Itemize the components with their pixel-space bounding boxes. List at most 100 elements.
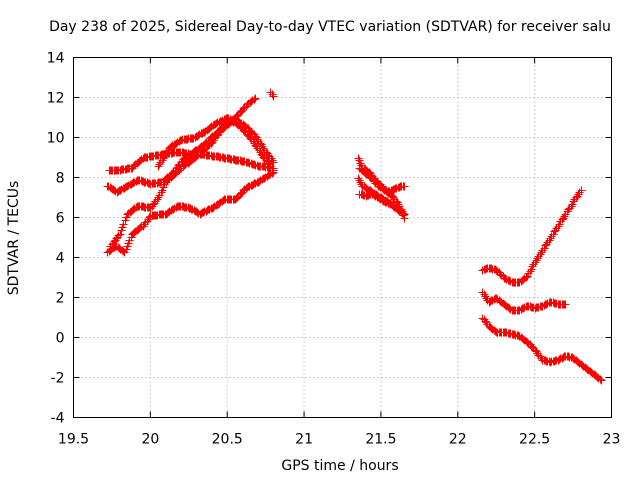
data-point [139, 202, 148, 211]
data-point [398, 207, 407, 216]
y-tick-label: 0 [56, 331, 65, 347]
data-point [186, 204, 195, 213]
x-tick-label: 23 [603, 432, 621, 448]
x-tick-label: 21 [295, 432, 313, 448]
data-point [597, 376, 606, 385]
y-axis-label: SDTVAR / TECUs [6, 181, 22, 296]
data-point [561, 300, 570, 309]
y-tick-label: 10 [47, 131, 65, 147]
data-point [160, 152, 169, 161]
data-point [541, 356, 550, 365]
data-point [268, 90, 277, 99]
x-tick-label: 20.5 [212, 432, 243, 448]
data-point [135, 224, 144, 233]
data-point [481, 265, 490, 274]
data-point [385, 199, 394, 208]
data-point [192, 152, 201, 161]
data-point [211, 120, 220, 129]
data-point [114, 231, 123, 240]
x-tick-label: 20 [141, 432, 159, 448]
data-point [227, 116, 236, 125]
y-tick-label: -2 [51, 371, 65, 387]
data-point [139, 222, 148, 231]
data-point [232, 112, 241, 121]
data-point [249, 180, 258, 189]
data-point [225, 154, 234, 163]
axis-ticks: 19.5 20 20.5 21 21.5 22 22.5 23 -4 -2 0 2 4 6 8 10 12 14 [47, 51, 621, 448]
data-point [214, 152, 223, 161]
data-point [239, 126, 248, 135]
data-point [538, 246, 547, 255]
data-point [532, 347, 541, 356]
data-point [356, 159, 365, 168]
data-point [480, 290, 489, 299]
data-point [486, 297, 495, 306]
series-track-m [478, 314, 606, 385]
y-tick-label: 14 [47, 51, 65, 67]
data-point [268, 164, 277, 173]
x-tick-label: 22 [449, 432, 467, 448]
data-point [180, 161, 189, 170]
data-point [119, 220, 128, 229]
data-point [354, 154, 363, 163]
data-point [255, 146, 264, 155]
data-point [380, 197, 389, 206]
data-point [128, 179, 137, 188]
data-point [527, 342, 536, 351]
data-point [522, 273, 531, 282]
data-point [577, 186, 586, 195]
series-track-e [154, 114, 278, 175]
data-point [243, 183, 252, 192]
y-tick-label: -4 [51, 411, 65, 427]
y-tick-label: 6 [56, 211, 65, 227]
data-point [560, 212, 569, 221]
data-point [531, 258, 540, 267]
series-track-l [478, 288, 570, 315]
data-point [383, 188, 392, 197]
data-point [232, 194, 241, 203]
data-point [365, 172, 374, 181]
data-point [390, 202, 399, 211]
series-track-d [103, 168, 278, 257]
data-point [170, 170, 179, 179]
data-point [596, 375, 605, 384]
data-point [567, 202, 576, 211]
data-point [354, 174, 363, 183]
y-tick-label: 2 [56, 291, 65, 307]
data-point [157, 188, 166, 197]
data-point [575, 188, 584, 197]
data-point [264, 171, 273, 180]
series-track-k [478, 186, 586, 287]
data-point [154, 162, 163, 171]
data-point [139, 177, 148, 186]
data-point [573, 192, 582, 201]
x-tick-label: 19.5 [58, 432, 89, 448]
x-tick-label: 22.5 [519, 432, 550, 448]
chart-title: Day 238 of 2025, Sidereal Day-to-day VTE… [49, 19, 611, 35]
data-point [154, 193, 163, 202]
data-point [355, 176, 364, 185]
data-point [203, 206, 212, 215]
data-point [175, 166, 184, 175]
data-point [491, 327, 500, 336]
data-point [559, 214, 568, 223]
data-points [103, 88, 606, 385]
grid [73, 57, 612, 418]
data-point [219, 196, 228, 205]
data-point [536, 352, 545, 361]
x-tick-label: 21.5 [365, 432, 396, 448]
data-point [269, 92, 278, 101]
data-point [251, 94, 260, 103]
data-point [554, 356, 563, 365]
series-track-i [355, 190, 407, 216]
data-point [481, 292, 490, 301]
data-point [219, 153, 228, 162]
data-point [400, 182, 409, 191]
data-point [547, 232, 556, 241]
data-point [396, 206, 405, 215]
data-point [208, 138, 217, 147]
data-point [158, 156, 167, 165]
plot-frame [73, 57, 612, 418]
